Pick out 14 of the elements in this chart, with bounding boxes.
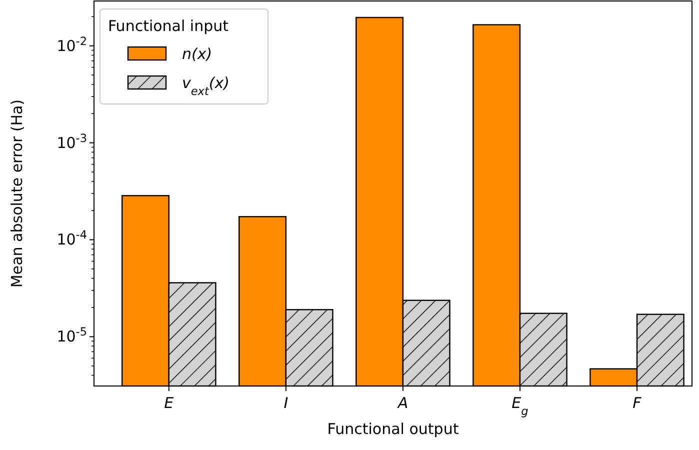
y-axis-title: Mean absolute error (Ha)	[8, 99, 26, 288]
x-axis-title: Functional output	[327, 420, 459, 438]
legend-label: n(x)	[182, 45, 212, 63]
y-tick-label: 10$^{-5}$	[56, 325, 87, 346]
legend-title: Functional input	[108, 17, 229, 35]
x-tick-label: I	[284, 394, 289, 412]
x-tick-label: A	[396, 394, 408, 412]
legend-label: v$_{ext}$(x)	[182, 74, 230, 98]
x-tick-label: E	[164, 394, 174, 412]
y-tick-label: 10$^{-2}$	[56, 34, 87, 55]
x-tick-label: F	[632, 394, 642, 412]
x-tick-label: E$_{g}$	[512, 394, 528, 418]
y-tick-label: 10$^{-3}$	[56, 131, 87, 152]
y-tick-label: 10$^{-4}$	[56, 228, 87, 249]
